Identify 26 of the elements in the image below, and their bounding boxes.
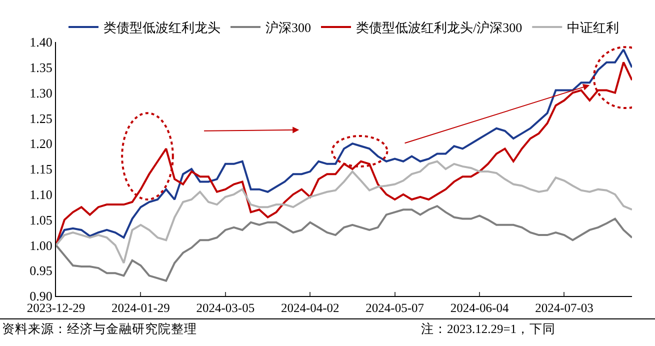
x-tick-label: 2024-03-05	[196, 301, 255, 315]
x-tick-label: 2024-06-04	[450, 301, 510, 315]
legend-label: 中证红利	[567, 20, 620, 36]
y-tick-label: 1.40	[30, 34, 52, 50]
legend-label: 类债型低波红利龙头	[104, 20, 220, 36]
y-tick-label: 1.30	[30, 85, 52, 100]
legend-label: 类债型低波红利龙头/沪深300	[356, 20, 522, 36]
x-tick-label: 2024-07-03	[535, 301, 594, 315]
y-tick-label: 1.05	[30, 212, 52, 228]
x-tick-label: 2024-05-07	[366, 301, 424, 315]
y-tick-label: 1.10	[30, 186, 52, 202]
legend-label: 沪深300	[266, 20, 311, 36]
line-series	[56, 160, 632, 264]
y-tick-label: 1.00	[30, 238, 52, 253]
y-tick-label: 1.35	[30, 60, 52, 75]
y-tick-label: 1.20	[30, 136, 52, 152]
x-tick-label: 2024-01-29	[112, 301, 170, 315]
line-series	[56, 205, 632, 282]
text: 注：2023.12.29=1，下同	[421, 322, 556, 336]
x-tick-label: 2023-12-29	[26, 301, 86, 315]
y-tick-label: 1.15	[30, 162, 52, 177]
y-tick-label: 0.95	[30, 263, 52, 278]
text: 资料来源：经济与金融研究院整理	[2, 322, 197, 336]
x-tick-label: 2024-04-02	[280, 301, 340, 315]
y-tick-label: 1.25	[30, 110, 52, 126]
y-tick-label: 0.90	[30, 288, 52, 304]
